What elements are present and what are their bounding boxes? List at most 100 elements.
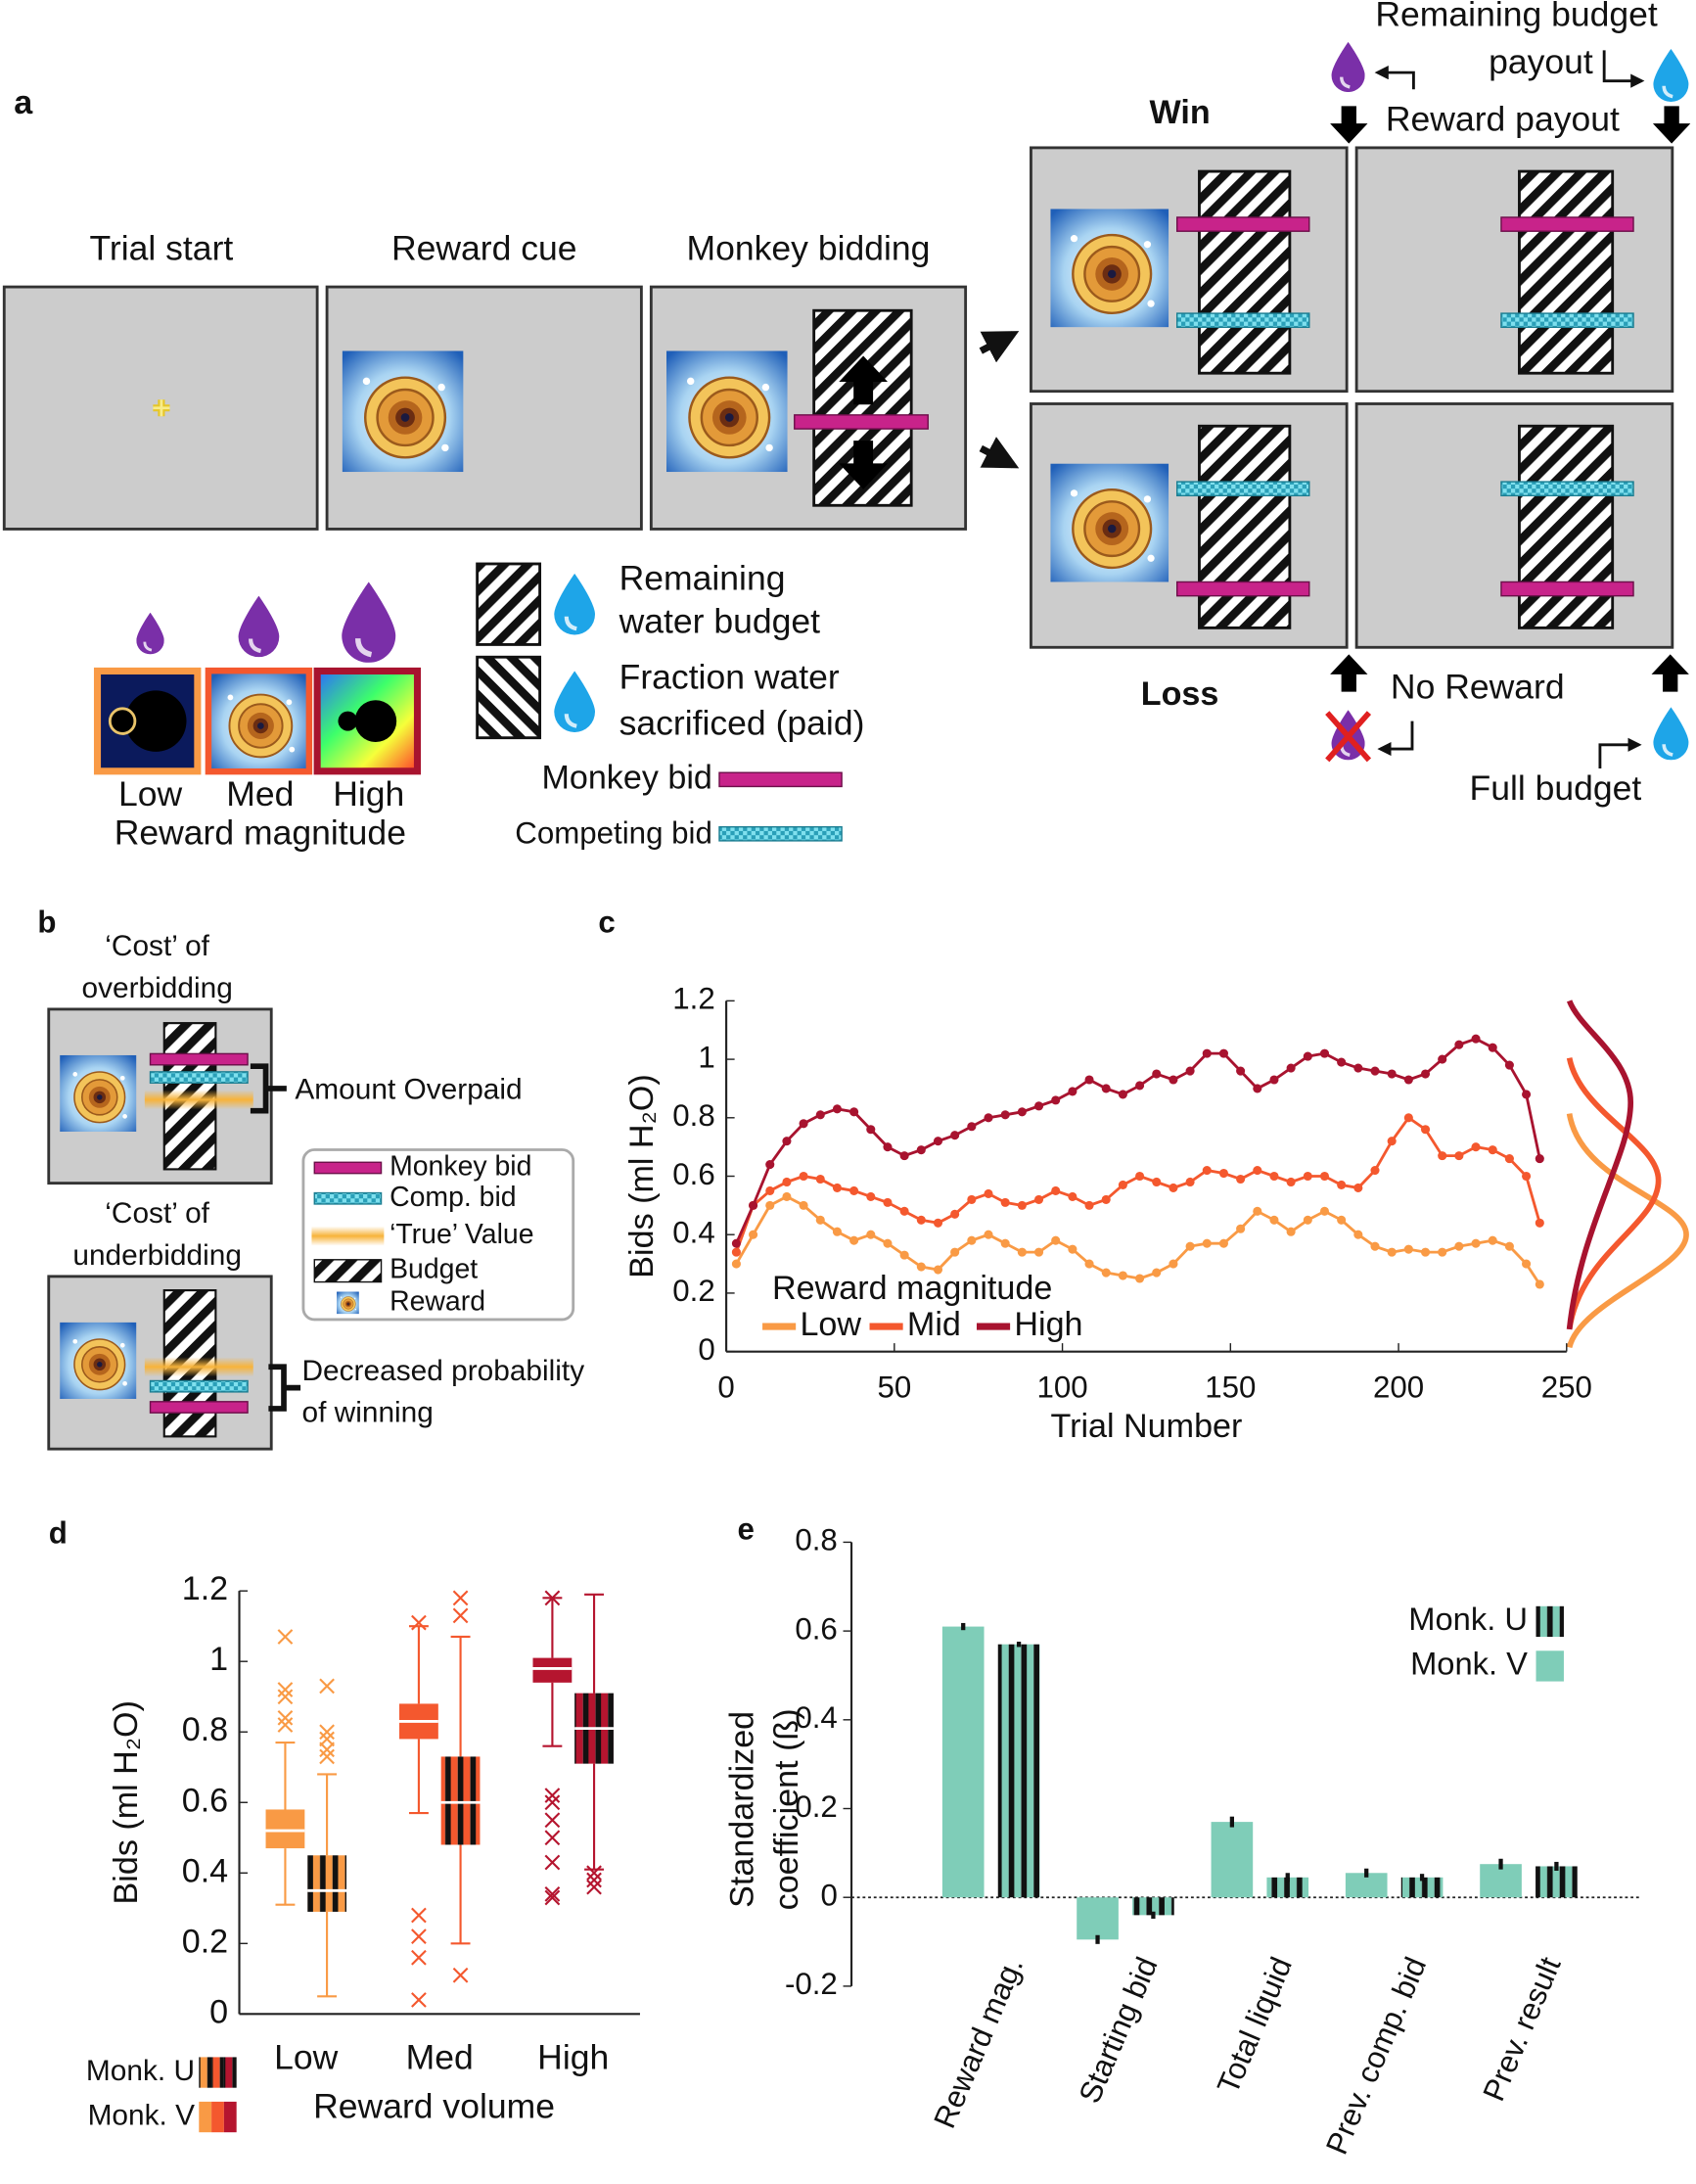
competing-bid (1500, 312, 1634, 329)
data-point (1319, 1048, 1330, 1058)
x-tick-label: Reward mag. (927, 1952, 1030, 2133)
data-point (984, 1113, 993, 1123)
whisker-low (450, 1844, 471, 1945)
data-point (984, 1188, 993, 1198)
data-point (1033, 1101, 1044, 1111)
outlier (586, 1865, 602, 1882)
budget-bar (1198, 169, 1292, 375)
data-point (832, 1227, 843, 1236)
data-point (1337, 1180, 1347, 1190)
reward-cue (60, 1322, 137, 1399)
whisker-low (584, 1763, 604, 1871)
reward-cue (1050, 209, 1169, 328)
series-line (735, 1037, 1541, 1244)
water-drop (1652, 707, 1689, 761)
budget-bar (1518, 169, 1615, 375)
bar (1400, 1877, 1444, 1898)
legend-swatch (476, 655, 542, 740)
competing-bid (149, 1379, 249, 1393)
data-point (1454, 1241, 1464, 1251)
bar (997, 1644, 1040, 1898)
arrow (1602, 50, 1645, 88)
data-point (1169, 1183, 1178, 1193)
data-point (1101, 1268, 1111, 1278)
x-tick-label: Low (274, 2038, 339, 2077)
whisker-high (275, 1741, 296, 1810)
data-point (1387, 1137, 1397, 1146)
legend-label: Fraction water (619, 657, 840, 696)
data-point (1286, 1063, 1296, 1073)
bar (941, 1626, 985, 1898)
y-tick-label: 0.6 (672, 1157, 714, 1191)
y-tick-label: 0.6 (795, 1611, 837, 1646)
data-point (1454, 1151, 1464, 1161)
y-tick-label: 0.6 (182, 1782, 228, 1819)
data-point (866, 1125, 876, 1135)
annotation: Decreased probability (301, 1355, 584, 1387)
data-point (1522, 1090, 1532, 1099)
cross (1325, 711, 1372, 763)
data-point (1152, 1177, 1162, 1187)
data-point (1420, 1069, 1431, 1079)
data-point (1135, 1274, 1145, 1283)
data-point (1303, 1215, 1312, 1225)
data-point (815, 1215, 825, 1225)
outlier (544, 1830, 561, 1846)
data-point (899, 1250, 909, 1260)
data-point (899, 1151, 909, 1161)
y-tick-label: 0.4 (795, 1700, 837, 1735)
annotation: Remaining budget (1375, 0, 1658, 34)
legend-label: Monkey bid (390, 1150, 531, 1182)
data-point (1202, 1165, 1212, 1176)
reward-drop (342, 581, 395, 662)
outcome-title: Win (1149, 94, 1210, 131)
data-point (1535, 1279, 1544, 1289)
panel-label: e (737, 1511, 754, 1546)
data-point (933, 1137, 943, 1146)
y-tick-label: 0.2 (795, 1789, 837, 1824)
outcome-title: Loss (1141, 675, 1219, 713)
data-point (1068, 1191, 1077, 1201)
data-point (967, 1194, 977, 1204)
screen-title: Reward cue (391, 228, 577, 267)
legend-swatch (476, 562, 542, 646)
outlier (411, 1907, 427, 1924)
panel-label: c (598, 905, 615, 939)
data-point (782, 1191, 792, 1201)
whisker-low (317, 1911, 338, 1998)
water-drop (554, 574, 595, 635)
data-point (1504, 1154, 1514, 1164)
data-point (799, 1200, 808, 1210)
legend-swatch (199, 2101, 212, 2133)
data-point (1403, 1075, 1413, 1085)
monkey-bid (1500, 216, 1634, 232)
legend-swatch (223, 2101, 237, 2133)
data-point (815, 1174, 825, 1185)
reward-cue (60, 1054, 137, 1133)
true-value (144, 1357, 253, 1377)
data-point (765, 1185, 775, 1195)
annotation: payout (1489, 42, 1593, 81)
x-axis-label: Reward volume (313, 2086, 555, 2125)
y-tick-label: 0.4 (672, 1215, 714, 1249)
fractal-med (211, 674, 306, 768)
data-point (1218, 1168, 1228, 1179)
bar (1480, 1864, 1522, 1898)
data-point (1319, 1206, 1330, 1216)
data-point (1051, 1185, 1061, 1195)
data-point (1185, 1066, 1195, 1076)
bar (1077, 1897, 1119, 1940)
outlier (544, 1788, 561, 1803)
data-point (1403, 1113, 1413, 1123)
data-point (866, 1230, 876, 1239)
box (532, 1657, 573, 1683)
legend-swatch (1536, 1605, 1564, 1638)
competing-bid (1176, 481, 1310, 497)
data-point (1169, 1259, 1178, 1269)
fractal-high (338, 711, 358, 731)
x-tick-label: Starting bid (1073, 1952, 1165, 2108)
data-point (1236, 1224, 1246, 1233)
data-point (883, 1238, 893, 1248)
data-point (967, 1122, 977, 1132)
arrow (1377, 720, 1414, 757)
